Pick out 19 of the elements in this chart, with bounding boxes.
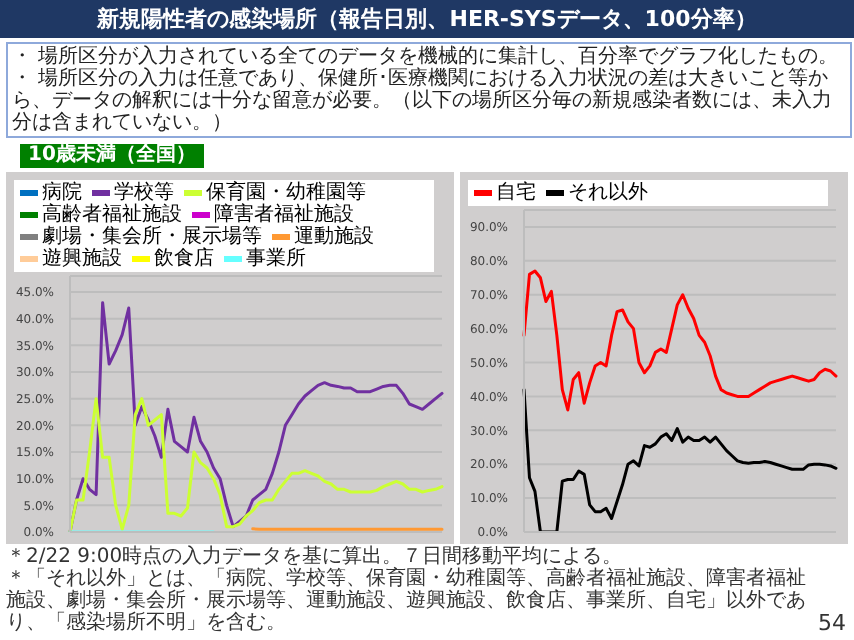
chart-subtitle: 10歳未満（全国） bbox=[20, 144, 204, 168]
chart-title: 新規陽性者の感染場所（報告日別、HER-SYSデータ、100分率） bbox=[0, 0, 854, 38]
legend-label: 保育園・幼稚園等 bbox=[204, 182, 366, 204]
legend-label: 飲食店 bbox=[152, 248, 214, 270]
legend-label: 学校等 bbox=[114, 182, 174, 204]
text: ＊2/22 9:00時点の入力データを基に算出。７日間移動平均による。 bbox=[6, 546, 623, 568]
legend-label: 劇場・集会所・展示場等 bbox=[40, 226, 262, 248]
text: ＊「それ以外」とは、「病院、学校等、保育園・幼稚園等、高齢者福祉施設、障害者福祉施設、劇場・集会所・展示場等、運動施設、遊興施設、飲食店、事業所、自宅」以外であり、「感染場所不明」を含む。 bbox=[6, 568, 806, 634]
legend-label: 高齢者福祉施設 bbox=[40, 204, 182, 226]
legend-label: 病院 bbox=[40, 182, 82, 204]
text: 54 bbox=[818, 610, 846, 636]
legend-label: 障害者福祉施設 bbox=[212, 204, 354, 226]
legend-label: 運動施設 bbox=[294, 226, 374, 248]
text: ・ 場所区分の入力は任意であり、保健所･医療機関における入力状況の差は大きいこと等から、データの解釈には十分な留意が必要。（以下の場所区分毎の新規感染者数には、未入力分は含まれていない。） bbox=[12, 68, 834, 134]
legend-label: 遊興施設 bbox=[40, 248, 122, 270]
legend-label: 自宅 bbox=[494, 182, 536, 204]
legend-label: 事業所 bbox=[244, 248, 306, 270]
text: ・ 場所区分が入力されている全てのデータを機械的に集計し、百分率でグラフ化したもの。 bbox=[12, 46, 841, 68]
legend-label: それ以外 bbox=[566, 182, 648, 204]
